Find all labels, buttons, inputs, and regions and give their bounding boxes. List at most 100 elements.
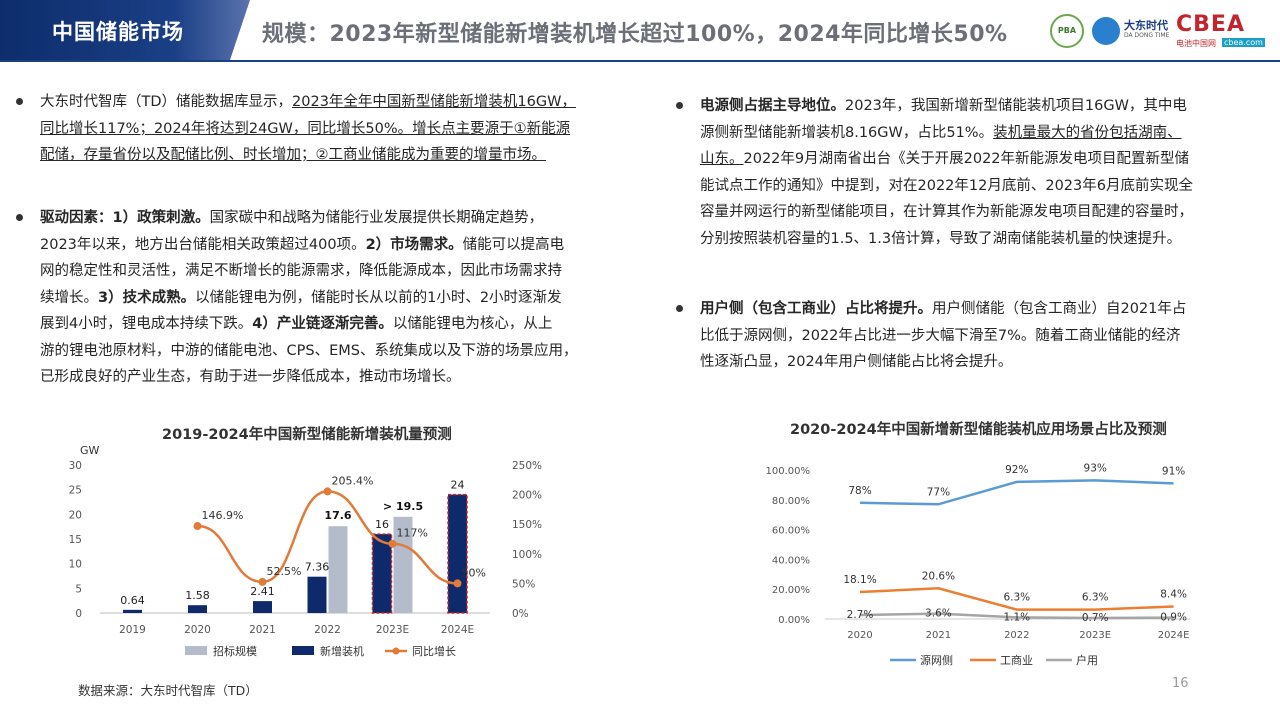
- bar-data-label: 0.64: [120, 594, 145, 607]
- data-source-note: 数据来源：大东时代智库（TD）: [78, 683, 258, 698]
- text-span: 储能可以提高电: [462, 236, 565, 253]
- bar-new-installed: [123, 609, 142, 613]
- legend-swatch-new: [292, 646, 314, 655]
- y2-tick-label: 250%: [512, 460, 542, 472]
- growth-rate-point: [193, 522, 202, 531]
- growth-rate-point: [388, 539, 397, 548]
- y-tick-label: 0.00%: [778, 615, 810, 626]
- underlined-text: 配储，存量省份以及配储比例、时长增加；②工商业储能成为重要的增量市场。: [40, 147, 546, 163]
- growth-data-label: 117%: [397, 527, 428, 540]
- text-line: 大东时代智库（TD）储能数据库显示，2023年全年中国新型储能新增装机16GW，: [40, 89, 650, 116]
- text-span: 续增长。: [40, 289, 98, 306]
- series-data-label: 6.3%: [1082, 592, 1109, 604]
- text-span: 2023年以来，地方出台储能相关政策超过400项。: [40, 236, 366, 253]
- bold-text: 用户侧（包含工商业）占比将提升。: [700, 301, 932, 317]
- cbea-logo-sub: 电池中国网: [1176, 39, 1216, 48]
- text-line: 驱动因素：1）政策刺激。国家碳中和战略为储能行业发展提供长期确定趋势，: [40, 205, 650, 232]
- right-paragraph-1: 电源侧占据主导地位。2023年，我国新增新型储能装机项目16GW，其中电 源侧新…: [700, 93, 1260, 252]
- x-tick-label: 2024E: [441, 624, 474, 636]
- series-data-label: 20.6%: [922, 570, 955, 582]
- bar-new-installed: [371, 533, 393, 614]
- text-span: 大东时代智库（TD）储能数据库显示，: [40, 94, 293, 110]
- chart1-title: 2019-2024年中国新型储能新增装机量预测: [162, 427, 452, 443]
- text-line: 比低于源网侧，2022年占比进一步大幅下滑至7%。随着工商业储能的经济: [700, 327, 1181, 344]
- x-tick-label: 2024E: [1158, 630, 1190, 641]
- y2-tick-label: 0%: [512, 608, 529, 620]
- growth-data-label: 52.5%: [267, 565, 302, 578]
- growth-data-label: 50%: [462, 566, 486, 579]
- bar-new-installed: [307, 576, 327, 613]
- y-tick-label: 20.00%: [772, 585, 810, 596]
- y-tick-label: 10: [69, 559, 82, 571]
- text-line: 能试点工作的通知》中提到，对在2022年12月底前、2023年6月底前实现全: [700, 177, 1193, 194]
- x-tick-label: 2022: [1004, 630, 1029, 641]
- text-span: 国家碳中和战略为储能行业发展提供长期确定趋势，: [209, 210, 544, 226]
- bar-data-label: 24: [451, 479, 465, 492]
- legend-label: 招标规模: [213, 644, 257, 658]
- cbea-logo: CBEA 电池中国网 cbea.com: [1176, 12, 1276, 52]
- text-span: 展到4小时，锂电成本持续下跌。: [40, 316, 253, 332]
- series-data-label: 91%: [1162, 465, 1185, 477]
- series-data-label: 3.6%: [925, 608, 952, 620]
- cbea-logo-text: CBEA: [1176, 12, 1245, 37]
- bar-tender-scale: [328, 526, 348, 613]
- growth-data-label: 205.4%: [332, 474, 374, 487]
- bar-new-installed: [188, 605, 207, 613]
- series-data-label: 0.7%: [1082, 612, 1109, 624]
- bar-data-label: 16: [375, 518, 389, 531]
- text-span: 用户侧储能（包含工商业）自2021年占: [932, 301, 1187, 317]
- x-tick-label: 2023E: [376, 624, 409, 636]
- text-span: 以储能锂电为例，储能时长从以前的1小时、2小时逐渐发: [195, 289, 562, 306]
- x-tick-label: 2019: [119, 624, 146, 636]
- y2-tick-label: 200%: [512, 490, 542, 502]
- series-data-label: 1.1%: [1003, 611, 1030, 623]
- text-line: 2023年以来，地方出台储能相关政策超过400项。2）市场需求。储能可以提高电: [40, 232, 650, 259]
- y-tick-label: 25: [69, 485, 82, 497]
- page-number: 16: [1172, 676, 1189, 691]
- pba-logo: PBA: [1050, 14, 1084, 48]
- bullet-icon: [16, 98, 23, 105]
- text-span: 2022年9月湖南省出台《关于开展2022年新能源发电项目配置新型储: [743, 151, 1190, 167]
- text-line: 山东。2022年9月湖南省出台《关于开展2022年新能源发电项目配置新型储: [700, 146, 1260, 173]
- bar-data-label: 1.58: [185, 589, 210, 602]
- text-line: 性逐渐凸显，2024年用户侧储能占比将会提升。: [700, 354, 1013, 370]
- bullet-icon: [676, 102, 683, 109]
- installed-capacity-chart: GW 0 5 10 15 20 25 30 0% 50% 100% 150% 200% 250% 2019 0…: [69, 444, 542, 658]
- text-line: 源侧新型储能新增装机8.16GW，占比51%。装机量最大的省份包括湖南、: [700, 120, 1260, 147]
- cbea-logo-domain: cbea.com: [1222, 38, 1265, 47]
- y2-tick-label: 50%: [512, 578, 535, 590]
- bold-text: 驱动因素：1）政策刺激。: [40, 210, 210, 226]
- page-headline: 规模：2023年新型储能新增装机增长超过100%，2024年同比增长50%: [262, 22, 1008, 47]
- y-tick-label: 0: [75, 608, 82, 620]
- bold-text: 2）市场需求。: [365, 236, 463, 253]
- y-tick-label: 80.00%: [772, 496, 810, 507]
- series-data-label: 18.1%: [843, 574, 876, 586]
- text-line: 游的锂电池原材料，中游的储能电池、CPS、EMS、系统集成以及下游的场景应用，: [40, 342, 578, 359]
- x-tick-label: 2020: [847, 630, 872, 641]
- right-paragraph-2: 用户侧（包含工商业）占比将提升。用户侧储能（包含工商业）自2021年占 比低于源…: [700, 296, 1260, 376]
- y2-tick-label: 150%: [512, 519, 542, 531]
- x-tick-label: 2021: [249, 624, 276, 636]
- y-axis-unit: GW: [80, 444, 100, 457]
- growth-rate-point: [323, 487, 332, 496]
- text-span: 2023年，我国新增新型储能装机项目16GW，其中电: [845, 98, 1187, 114]
- legend-label: 源网侧: [920, 653, 953, 667]
- left-paragraph-1: 大东时代智库（TD）储能数据库显示，2023年全年中国新型储能新增装机16GW，…: [40, 89, 650, 169]
- growth-rate-point: [258, 577, 267, 586]
- series-line: [859, 479, 1174, 506]
- underlined-text: 同比增长117%；2024年将达到24GW，同比增长50%。增长点主要源于①新能…: [40, 120, 571, 137]
- growth-data-label: 146.9%: [202, 509, 244, 522]
- y2-tick-label: 100%: [512, 549, 542, 561]
- text-line: 网的稳定性和灵活性，满足不断增长的能源需求，降低能源成本，因此市场需求持: [40, 263, 562, 279]
- series-data-label: 8.4%: [1160, 588, 1187, 600]
- text-line: 用户侧（包含工商业）占比将提升。用户侧储能（包含工商业）自2021年占: [700, 296, 1260, 323]
- dadong-time-logo: 大东时代 DA DONG TIME: [1092, 14, 1172, 48]
- text-line: 续增长。3）技术成熟。以储能锂电为例，储能时长从以前的1小时、2小时逐渐发: [40, 285, 650, 312]
- legend-label: 户用: [1076, 653, 1098, 667]
- application-share-chart: 0.00% 20.00% 40.00% 60.00% 80.00% 100.00% 2020…: [766, 462, 1190, 667]
- bar-new-installed: [253, 601, 272, 613]
- bar-data-label: 7.36: [305, 561, 330, 574]
- bold-text: 4）产业链逐渐完善。: [252, 316, 393, 332]
- y-tick-label: 5: [75, 583, 82, 595]
- x-tick-label: 2021: [926, 630, 951, 641]
